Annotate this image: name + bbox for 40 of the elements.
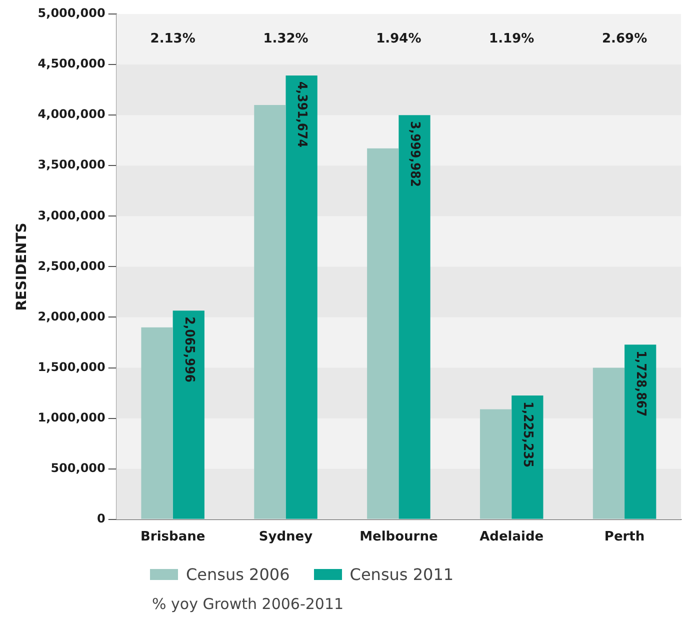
annotation: 1.94% — [376, 31, 422, 46]
x-tick-label: Sydney — [258, 530, 314, 545]
y-tick-label: 3,500,000 — [38, 158, 106, 172]
y-tick-label: 3,000,000 — [38, 208, 106, 222]
text: % yoy Growth 2006-2011 — [152, 595, 344, 613]
data-label: 1,225,235 — [520, 402, 536, 468]
legend-label: Census 2011 — [350, 565, 454, 584]
data-label: 1,728,867 — [632, 350, 648, 417]
annotation: 1.19% — [489, 31, 534, 46]
bar — [172, 310, 204, 519]
bar — [624, 344, 656, 519]
y-tick-label: 1,500,000 — [38, 360, 106, 374]
y-tick-label: 4,000,000 — [38, 107, 106, 122]
y-axis-title: RESIDENTS — [14, 222, 30, 311]
annotation: 2.13% — [150, 31, 196, 46]
bar — [398, 115, 430, 519]
bar — [141, 327, 173, 519]
bar — [480, 409, 512, 519]
y-tick-label: 500,000 — [50, 460, 106, 475]
y-tick-label: 2,500,000 — [38, 258, 106, 273]
bar — [254, 104, 286, 519]
bar — [367, 148, 399, 519]
legend-label: Census 2006 — [186, 565, 290, 584]
y-tick-label: 0 — [97, 512, 106, 526]
x-tick-label: Perth — [604, 530, 645, 545]
bar — [286, 75, 318, 519]
bar — [512, 396, 544, 519]
annotation: 1.32% — [263, 31, 308, 46]
y-tick-label: 4,500,000 — [38, 56, 106, 71]
x-tick-label: Brisbane — [140, 530, 206, 545]
x-tick-label: Adelaide — [480, 530, 544, 545]
x-tick-label: Melbourne — [360, 530, 438, 545]
data-label: 3,999,982 — [407, 121, 422, 187]
data-label: 2,065,996 — [181, 316, 196, 382]
y-tick-label: 2,000,000 — [38, 309, 106, 324]
bar — [592, 368, 625, 519]
y-tick-label: 1,000,000 — [38, 410, 106, 424]
y-tick-label: 5,000,000 — [38, 6, 106, 20]
data-label: 4,391,674 — [294, 81, 310, 148]
annotation: 2.69% — [602, 31, 648, 46]
